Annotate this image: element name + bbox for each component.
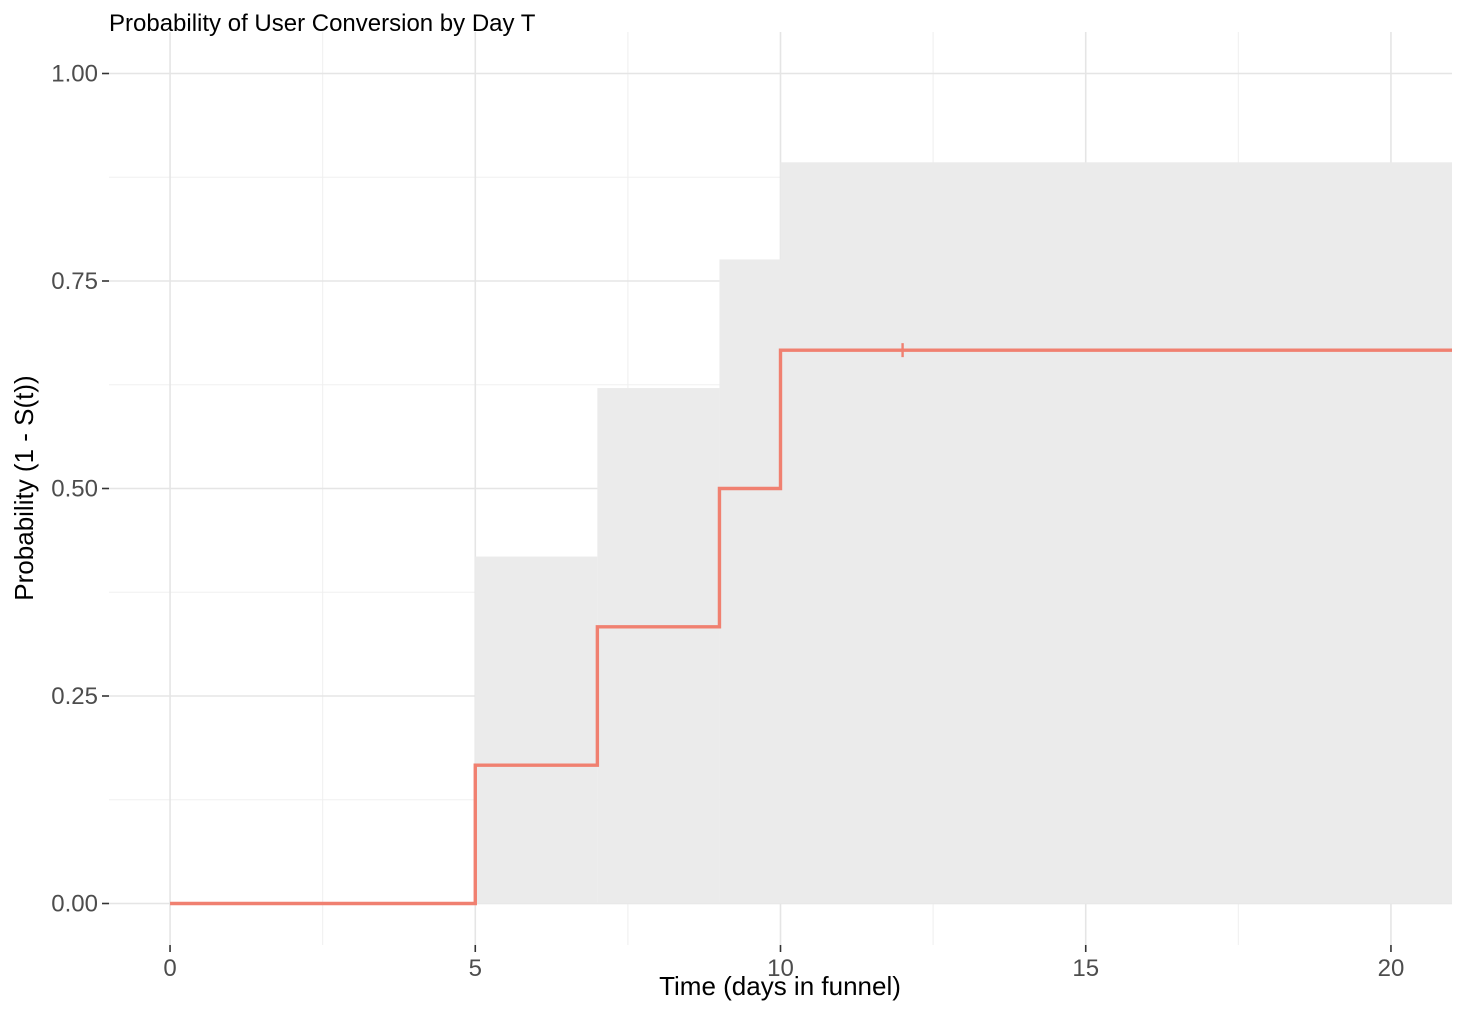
x-tick-label: 15 xyxy=(1072,955,1099,982)
x-tick-label: 0 xyxy=(163,955,176,982)
y-tick-label: 1.00 xyxy=(51,61,98,88)
y-tick-label: 0.75 xyxy=(51,268,98,295)
y-axis: 0.00 0.25 0.50 0.75 1.00 xyxy=(51,61,109,918)
x-axis-title: Time (days in funnel) xyxy=(659,971,901,1001)
confidence-band-segment xyxy=(780,162,1452,904)
y-axis-title: Probability (1 - S(t)) xyxy=(9,375,39,600)
y-tick-label: 0.25 xyxy=(51,683,98,710)
y-tick-label: 0.50 xyxy=(51,476,98,503)
confidence-band xyxy=(475,162,1452,904)
censor-mark xyxy=(895,343,910,358)
x-axis: 0 5 10 15 20 xyxy=(163,945,1404,982)
x-tick-label: 10 xyxy=(767,955,794,982)
x-tick-label: 20 xyxy=(1378,955,1405,982)
confidence-band-segment xyxy=(475,556,598,904)
confidence-band-segment xyxy=(597,388,720,904)
step-line xyxy=(170,348,1452,906)
survival-step-line xyxy=(170,348,1452,906)
confidence-band-segment xyxy=(719,259,781,904)
censor-marks xyxy=(895,343,910,358)
y-tick-label: 0.00 xyxy=(51,891,98,918)
x-tick-label: 5 xyxy=(469,955,482,982)
